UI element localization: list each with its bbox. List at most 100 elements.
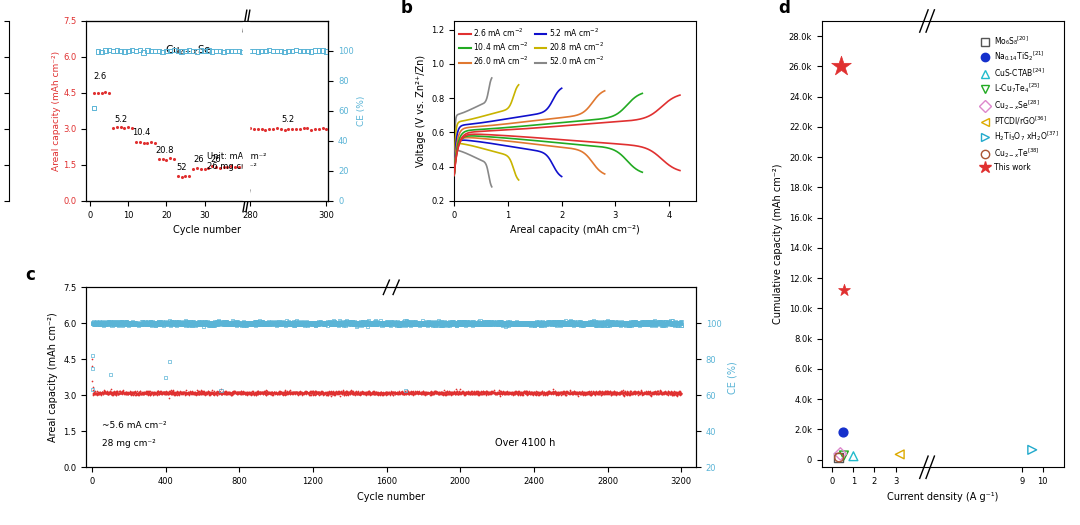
Point [349,390,366,398]
Point [373,388,390,396]
Point [208,318,226,327]
Point [125,320,143,328]
Point [376,318,393,327]
Point [627,319,645,327]
Point [390,390,407,398]
Point [345,387,362,396]
Point [280,124,297,133]
Point [404,318,421,327]
Point [299,388,316,397]
Point [138,139,156,148]
Point [188,47,205,56]
Point [310,320,327,328]
Point [375,389,392,397]
Point [213,390,230,398]
Point [192,47,210,55]
Point [525,319,542,327]
Point [403,388,420,397]
Point [151,320,168,328]
Point [375,318,392,327]
Point [413,390,430,398]
Point [666,388,684,396]
Point [647,387,664,396]
Point [309,387,326,396]
Point [441,321,458,329]
Point [87,319,105,327]
Point [555,318,572,326]
Point [597,317,615,326]
Point [322,388,339,397]
Point [432,390,449,398]
Point [171,317,188,326]
Point [203,389,220,397]
Point [544,384,562,393]
Point [145,389,162,397]
Point [442,319,459,327]
Point [669,320,686,328]
Text: Over 4100 h: Over 4100 h [495,438,555,448]
Point [127,391,145,399]
Point [408,319,426,328]
Point [454,318,471,326]
Point [383,319,401,327]
Point [352,388,369,396]
Point [405,388,422,396]
Point [500,319,517,328]
Point [514,320,531,328]
Point [96,389,113,397]
Point [181,388,199,396]
Point [382,318,400,326]
Point [361,319,378,327]
Point [227,388,244,397]
Point [618,390,635,398]
Point [487,320,504,328]
Point [461,387,478,396]
Point [644,320,661,328]
Point [349,388,366,396]
Point [436,318,454,327]
Point [501,389,518,397]
Point [114,319,132,328]
Point [197,318,214,326]
Point [195,318,213,327]
Point [243,388,260,396]
Point [616,319,633,327]
Point [152,320,170,328]
Point [369,319,387,328]
Point [140,319,158,328]
Point [424,388,442,397]
Point [302,319,320,328]
Point [342,318,360,327]
Point [144,319,161,327]
Point [621,318,638,327]
Point [370,320,388,328]
Point [669,392,686,401]
Point [464,389,482,397]
Point [113,388,131,397]
Point [513,320,530,329]
Point [467,389,484,397]
Point [492,318,510,327]
Point [608,387,625,396]
Point [324,387,341,396]
Point [286,389,303,397]
Point [595,320,612,328]
Point [178,318,195,327]
Point [525,389,542,397]
Point [235,389,253,397]
Point [287,320,305,328]
Point [649,317,666,326]
Point [232,388,249,397]
Point [346,388,363,397]
Point [422,388,440,397]
Point [531,388,549,396]
Point [654,390,672,398]
Point [558,318,576,327]
Y-axis label: CE (%): CE (%) [727,361,737,394]
Point [312,319,329,328]
Point [368,319,386,327]
Point [232,319,249,327]
Point [672,319,689,328]
Point [266,319,283,328]
Point [543,388,561,397]
